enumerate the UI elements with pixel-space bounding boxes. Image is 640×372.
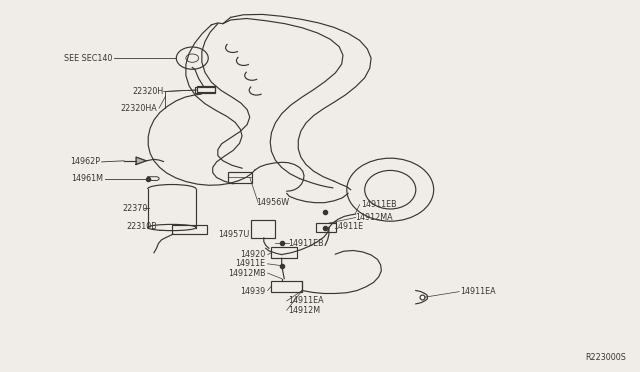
Text: 22310B: 22310B bbox=[127, 222, 157, 231]
Text: 14962P: 14962P bbox=[70, 157, 100, 166]
Text: 14961M: 14961M bbox=[71, 174, 103, 183]
Text: 14957U: 14957U bbox=[218, 230, 250, 239]
Text: 22320H: 22320H bbox=[132, 87, 164, 96]
Text: 14911E: 14911E bbox=[333, 222, 363, 231]
Text: 22370: 22370 bbox=[122, 204, 148, 213]
Text: R223000S: R223000S bbox=[586, 353, 627, 362]
Text: 14911EB: 14911EB bbox=[288, 239, 324, 248]
Text: 14911E: 14911E bbox=[236, 259, 266, 268]
Text: SEE SEC140: SEE SEC140 bbox=[64, 54, 113, 62]
Text: 22320HA: 22320HA bbox=[120, 104, 157, 113]
Text: 14920: 14920 bbox=[241, 250, 266, 259]
Text: 14911EB: 14911EB bbox=[362, 200, 397, 209]
Text: 14912MA: 14912MA bbox=[355, 213, 393, 222]
Text: 14939: 14939 bbox=[241, 287, 266, 296]
Text: 14912M: 14912M bbox=[288, 306, 320, 315]
Text: 14911EA: 14911EA bbox=[461, 287, 496, 296]
Text: 14911EA: 14911EA bbox=[288, 296, 324, 305]
Polygon shape bbox=[136, 157, 147, 164]
Text: 14956W: 14956W bbox=[256, 198, 289, 207]
Text: 14912MB: 14912MB bbox=[228, 269, 266, 278]
